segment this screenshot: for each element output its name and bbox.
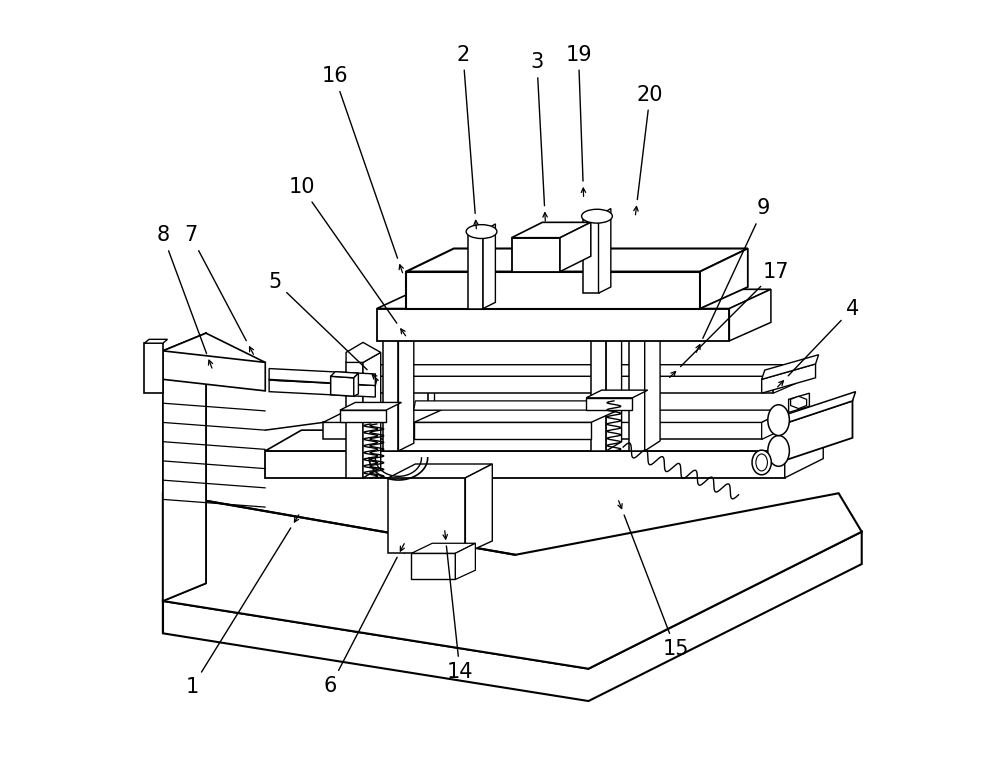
Ellipse shape (466, 224, 497, 238)
Polygon shape (377, 289, 771, 308)
Polygon shape (340, 410, 386, 423)
Polygon shape (340, 402, 401, 410)
Polygon shape (729, 289, 771, 341)
Polygon shape (591, 316, 606, 451)
Polygon shape (363, 352, 381, 478)
Polygon shape (269, 369, 375, 386)
Polygon shape (762, 410, 786, 439)
Text: 9: 9 (703, 198, 770, 338)
Polygon shape (354, 373, 358, 396)
Polygon shape (163, 493, 862, 668)
Text: 15: 15 (624, 515, 689, 658)
Polygon shape (331, 376, 354, 396)
Text: 10: 10 (288, 177, 397, 323)
Polygon shape (773, 365, 796, 393)
Polygon shape (338, 365, 796, 376)
Polygon shape (406, 248, 748, 271)
Polygon shape (269, 380, 375, 397)
Polygon shape (785, 430, 823, 478)
Polygon shape (383, 293, 660, 308)
Polygon shape (265, 451, 785, 478)
Polygon shape (163, 333, 265, 380)
Text: 2: 2 (456, 45, 475, 214)
Text: 16: 16 (321, 66, 398, 258)
Polygon shape (406, 271, 700, 308)
Polygon shape (323, 410, 786, 423)
Text: 1: 1 (186, 528, 291, 697)
Polygon shape (414, 401, 592, 410)
Polygon shape (163, 333, 206, 601)
Polygon shape (583, 216, 599, 293)
Text: 6: 6 (324, 557, 397, 695)
Text: 19: 19 (565, 45, 592, 181)
Polygon shape (331, 372, 358, 378)
Text: 7: 7 (184, 225, 246, 341)
Polygon shape (388, 478, 465, 554)
Polygon shape (265, 430, 823, 451)
Polygon shape (346, 342, 381, 362)
Text: 5: 5 (269, 271, 367, 370)
Polygon shape (144, 343, 163, 393)
Polygon shape (163, 532, 862, 701)
Polygon shape (414, 423, 591, 439)
Polygon shape (323, 423, 762, 439)
Ellipse shape (768, 436, 789, 466)
Polygon shape (599, 208, 611, 293)
Ellipse shape (752, 450, 771, 475)
Text: 20: 20 (637, 85, 663, 200)
Polygon shape (144, 339, 168, 343)
Polygon shape (791, 396, 807, 409)
Text: 8: 8 (156, 225, 207, 354)
Polygon shape (700, 248, 748, 308)
Polygon shape (338, 376, 773, 393)
Polygon shape (414, 409, 622, 423)
Polygon shape (468, 231, 483, 308)
Polygon shape (762, 355, 819, 379)
Polygon shape (560, 222, 591, 271)
Polygon shape (629, 308, 645, 451)
Polygon shape (465, 464, 492, 554)
Text: 17: 17 (681, 261, 789, 366)
Polygon shape (762, 364, 816, 393)
Ellipse shape (768, 405, 789, 436)
Polygon shape (512, 237, 560, 271)
Polygon shape (645, 298, 660, 451)
Polygon shape (411, 554, 455, 580)
Polygon shape (388, 464, 492, 478)
Polygon shape (586, 390, 648, 398)
Polygon shape (779, 401, 852, 463)
Polygon shape (606, 307, 622, 451)
Text: 4: 4 (788, 298, 859, 375)
Polygon shape (512, 222, 591, 237)
Polygon shape (383, 324, 398, 451)
Polygon shape (586, 398, 632, 410)
Polygon shape (377, 308, 729, 341)
Polygon shape (269, 375, 377, 386)
Polygon shape (779, 392, 856, 426)
Polygon shape (483, 224, 495, 308)
Polygon shape (346, 362, 363, 478)
Polygon shape (398, 315, 414, 451)
Polygon shape (163, 351, 265, 391)
Polygon shape (411, 544, 475, 554)
Ellipse shape (756, 454, 767, 471)
Text: 3: 3 (530, 52, 544, 206)
Text: 14: 14 (446, 546, 473, 682)
Ellipse shape (582, 209, 612, 223)
Polygon shape (455, 544, 475, 580)
Polygon shape (789, 393, 809, 412)
